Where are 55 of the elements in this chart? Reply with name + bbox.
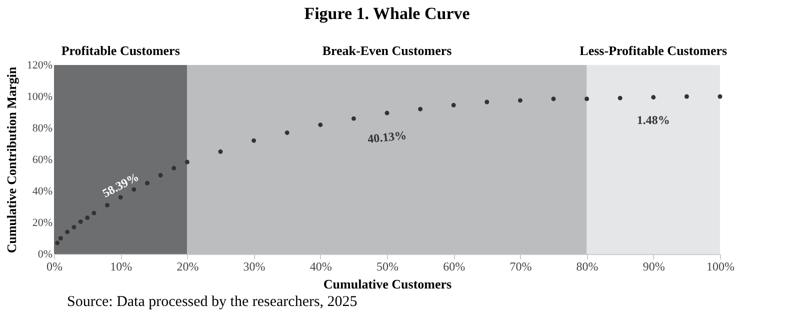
x-tick-label: 20% (176, 260, 199, 274)
point (72, 224, 76, 230)
point (551, 96, 556, 102)
x-tick-label: 100% (706, 260, 734, 274)
annotation: 1.48% (636, 113, 670, 127)
y-axis-title: Cumulative Contribution Margin (4, 66, 19, 254)
x-axis-title: Cumulative Customers (323, 276, 452, 292)
point (318, 122, 323, 128)
point (58, 236, 63, 240)
x-tick-label: 60% (443, 260, 466, 274)
point (651, 95, 656, 100)
x-tick-label: 10% (110, 260, 132, 274)
y-tick-label: 80% (32, 122, 52, 134)
point (92, 210, 96, 216)
chart-title: Figure 1. Whale Curve (304, 4, 470, 23)
point (252, 138, 256, 143)
x-tick-label: 0% (46, 260, 62, 274)
y-tick-label: 40% (32, 186, 52, 198)
x-tick-label: 80% (576, 260, 598, 274)
point (684, 94, 689, 99)
point (65, 230, 70, 234)
point (105, 202, 110, 208)
point (85, 216, 90, 220)
x-tick-label: 40% (310, 260, 332, 274)
point (384, 110, 390, 116)
point (145, 180, 150, 186)
point (518, 98, 522, 103)
y-tick-label: 100% (26, 91, 52, 103)
y-tick-label: 120% (26, 60, 52, 72)
point (451, 102, 456, 108)
point (718, 94, 722, 99)
point (284, 130, 290, 135)
x-tick-label: 30% (243, 260, 266, 274)
point (78, 219, 83, 224)
point (418, 106, 423, 112)
y-tick-label: 20% (32, 217, 52, 229)
point (351, 116, 356, 121)
point (584, 96, 590, 102)
point (184, 160, 190, 164)
point (55, 240, 60, 246)
x-tick-label: 70% (510, 260, 532, 274)
y-tick-label: 0% (38, 248, 52, 260)
band-label: Less-Profitable Customers (580, 43, 728, 58)
annotation: 40.13% (366, 128, 408, 146)
point (158, 173, 163, 178)
band-label: Break-Even Customers (322, 43, 452, 58)
point (484, 100, 490, 104)
band-label: Profitable Customers (61, 43, 180, 58)
x-tick-label: 90% (642, 260, 665, 274)
y-tick-label: 60% (32, 154, 52, 166)
point (618, 96, 622, 100)
point (172, 166, 176, 170)
x-tick-label: 50% (376, 260, 398, 274)
point (218, 149, 223, 154)
source-note: Source: Data processed by the researchers, 2025 (67, 294, 358, 311)
